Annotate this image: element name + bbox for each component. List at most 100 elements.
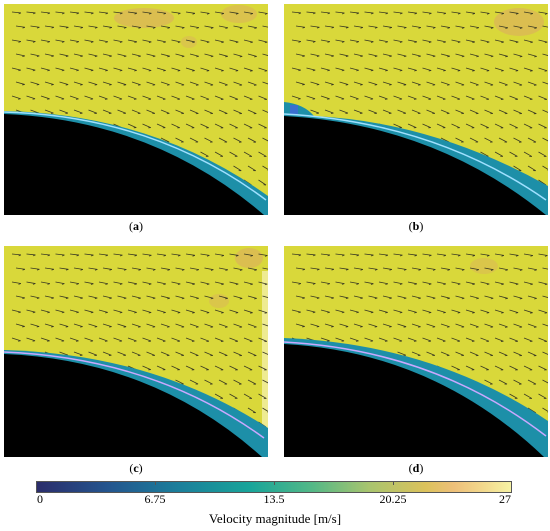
vector-arrow [527,295,537,299]
vector-arrow [422,281,432,285]
vector-arrow [218,109,228,114]
vector-arrow-head [327,311,330,314]
vector-arrow [262,351,268,355]
vector-arrow [233,295,243,299]
vector-arrow [214,123,224,129]
vector-arrow [102,109,112,114]
vector-arrow-head [148,254,152,257]
vector-arrow [436,11,446,14]
vector-arrow [189,25,199,29]
vector-arrow-head [138,297,141,300]
vector-arrow [480,95,490,100]
vector-arrow [243,39,253,43]
vector-arrow-head [123,297,127,300]
vector-arrow [480,337,490,342]
vector-arrow [117,81,127,86]
vector-arrow [364,309,374,313]
vector-arrow [498,53,508,57]
vector-arrow [204,109,213,114]
vector-arrow-head [298,69,301,72]
vector-arrow-head [403,297,407,300]
vector-arrow-head [389,55,392,58]
vector-arrow [146,109,156,114]
vector-arrow [306,309,316,313]
vector-arrow-head [490,269,494,271]
vector-arrow [378,95,388,100]
vector-arrow [411,25,421,28]
vector-arrow-head [385,12,389,15]
vector-arrow-head [61,69,65,72]
vector-arrow [15,81,25,85]
vector-arrow [200,253,210,256]
vector-arrow [509,393,518,399]
vector-arrow [69,253,79,256]
vector-arrow [30,25,40,28]
vector-arrow-head [399,12,403,15]
vector-arrow [88,109,98,114]
vector-arrow [127,123,137,128]
vector-arrow [171,365,180,371]
vector-arrow [426,109,436,114]
vector-arrow-head [109,269,113,271]
vector-arrow-head [76,12,80,15]
vector-arrow [40,337,50,342]
vector-arrow-head [119,254,123,257]
vector-arrow [69,309,79,313]
vector-arrow [291,67,301,71]
vector-arrow-head [76,283,79,285]
vector-arrow [189,81,199,86]
vector-arrow-head [501,255,505,257]
vector-arrow [542,165,548,170]
vector-arrow [171,67,181,71]
vector-arrow [469,323,479,328]
vector-arrow-head [486,12,490,15]
vector-arrow-head [134,12,138,15]
vector-arrow [156,365,166,371]
vector-arrow-head [501,70,504,72]
vector-arrow [26,253,36,256]
vector-arrow [498,379,508,385]
vector-arrow [451,95,461,100]
vector-arrow [247,323,257,328]
vector-arrow [527,81,537,86]
vector-arrow [229,253,239,256]
vector-arrow [440,53,450,57]
vector-arrow-head [80,326,83,328]
vector-arrow-head [123,27,127,29]
vector-arrow-head [505,55,508,58]
vector-arrow [214,151,224,157]
vector-arrow [469,137,479,143]
vector-arrow [378,253,388,256]
vector-arrow [59,351,69,356]
vector-arrow-head [312,254,316,257]
vector-arrow-head [192,254,196,257]
vector-arrow [494,123,504,129]
vector-arrow [440,137,450,143]
vector-arrow [258,11,268,14]
vector-arrow [59,53,69,57]
vector-arrow [407,337,417,342]
vector-arrow-head [374,297,378,300]
vector-arrow [44,25,54,28]
vector-arrow [426,81,436,86]
vector-arrow [451,11,461,14]
vector-arrow-head [192,70,195,72]
vector-arrow-head [345,84,349,86]
vector-arrow [26,39,36,42]
vector-arrow [451,337,461,342]
vector-arrow [40,95,50,100]
vector-arrow [422,123,431,129]
vector-arrow-head [32,283,36,285]
vector-arrow [494,309,504,314]
vector-arrow [189,267,199,271]
vector-arrow [185,365,195,371]
vector-arrow-head [119,12,123,15]
vector-arrow-head [418,55,421,58]
vector-arrow [364,39,374,43]
vector-arrow [422,309,432,313]
vector-arrow-head [403,27,407,29]
vector-arrow [30,295,40,299]
vector-arrow [382,53,392,57]
vector-arrow [88,53,98,57]
vector-arrow [378,281,388,285]
